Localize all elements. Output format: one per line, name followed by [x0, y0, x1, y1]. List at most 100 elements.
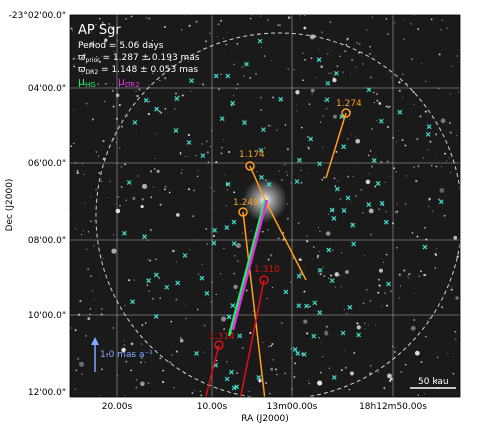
field-star: [83, 53, 86, 56]
field-star: [408, 273, 411, 276]
field-star: [140, 204, 144, 209]
field-star: [213, 190, 215, 192]
field-star: [426, 320, 428, 322]
field-star: [419, 115, 422, 118]
field-star: [71, 327, 73, 329]
field-star: [358, 43, 361, 45]
gaia-source: [296, 273, 302, 279]
field-star: [284, 372, 286, 375]
field-star: [377, 291, 380, 294]
gaia-source: [438, 199, 444, 205]
field-star: [350, 73, 352, 75]
field-star: [420, 270, 422, 273]
gaia-source: [341, 208, 347, 213]
field-star: [124, 304, 126, 307]
field-star: [385, 105, 388, 108]
gaia-source: [329, 278, 335, 284]
field-star: [254, 150, 256, 152]
field-star: [179, 152, 182, 154]
field-star: [267, 258, 270, 261]
field-star: [409, 22, 412, 25]
field-star: [90, 196, 92, 198]
field-star: [164, 185, 167, 188]
field-star: [446, 160, 448, 162]
field-star: [243, 119, 245, 121]
field-star: [290, 348, 292, 350]
field-star: [116, 375, 118, 377]
field-star: [84, 202, 86, 204]
field-star: [276, 373, 278, 376]
field-star: [440, 28, 442, 31]
gaia-source: [317, 161, 323, 167]
field-star: [456, 55, 459, 57]
field-star: [148, 58, 151, 61]
field-star: [108, 26, 110, 27]
field-star: [332, 249, 334, 251]
field-star: [356, 325, 361, 330]
field-star: [287, 16, 291, 19]
field-star: [206, 151, 209, 154]
field-star: [242, 347, 244, 349]
field-star: [369, 364, 372, 367]
field-star: [135, 386, 138, 389]
field-star: [236, 42, 239, 45]
field-star: [349, 371, 354, 376]
field-star: [424, 393, 426, 395]
field-star: [135, 134, 137, 136]
field-star: [430, 18, 433, 21]
scale-arrow-head: [91, 337, 99, 345]
field-star: [190, 90, 192, 93]
field-star: [97, 83, 100, 86]
field-star: [289, 368, 291, 370]
field-star: [136, 94, 139, 98]
gaia-source: [154, 106, 160, 112]
frame: [69, 14, 461, 398]
field-star: [148, 100, 151, 103]
field-star: [386, 304, 389, 307]
field-star: [147, 258, 149, 261]
field-star: [264, 147, 266, 149]
field-star: [180, 28, 183, 31]
gaia-source: [226, 314, 232, 320]
field-star: [115, 141, 117, 143]
field-star: [116, 39, 119, 42]
field-star: [223, 247, 225, 250]
gaia-source: [333, 70, 339, 76]
field-star: [74, 329, 77, 332]
field-star: [151, 72, 154, 75]
field-star: [278, 170, 280, 172]
field-star: [420, 63, 422, 64]
gaia-source: [311, 333, 317, 339]
field-star: [315, 77, 317, 79]
field-star: [334, 184, 337, 187]
field-star: [220, 73, 222, 76]
field-star: [115, 93, 120, 98]
field-star: [249, 17, 252, 20]
field-star: [148, 290, 150, 292]
field-star: [378, 102, 382, 105]
field-star: [287, 68, 289, 70]
field-star: [412, 91, 415, 94]
field-star: [373, 91, 375, 94]
field-star: [368, 208, 374, 214]
field-star: [325, 231, 331, 236]
field-star: [395, 347, 397, 349]
field-star: [398, 81, 401, 84]
field-star: [386, 125, 389, 129]
field-star: [198, 273, 200, 275]
field-star: [252, 310, 254, 313]
field-star: [387, 373, 392, 379]
field-star: [270, 367, 274, 371]
field-star: [89, 41, 95, 47]
field-star: [385, 253, 388, 256]
field-star: [225, 204, 227, 206]
field-star: [347, 175, 350, 178]
field-star: [443, 214, 446, 217]
field-star: [373, 101, 376, 104]
field-star: [346, 38, 349, 41]
field-star: [158, 277, 161, 279]
field-star: [171, 354, 174, 356]
gaia-source: [242, 120, 247, 126]
field-star: [413, 104, 415, 106]
field-star: [98, 60, 101, 63]
